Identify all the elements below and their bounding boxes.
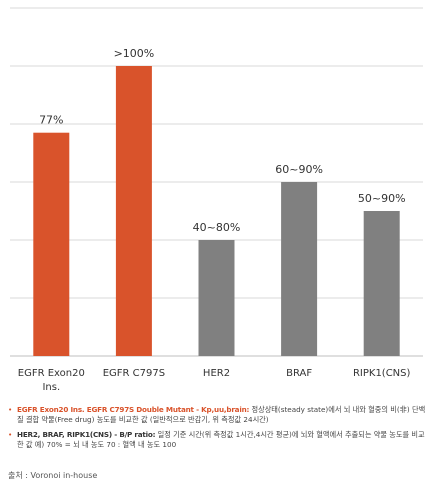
- footnote-bp-ratio: • HER2, BRAF, RIPK1(CNS) - B/P ratio: 일정…: [8, 430, 426, 449]
- source-note: 출처 : Voronoi in-house: [8, 471, 98, 480]
- bullet-icon: •: [8, 430, 13, 440]
- data-label: 77%: [39, 114, 63, 127]
- footnote-egfr: • EGFR Exon20 Ins. EGFR C797S Double Mut…: [8, 405, 426, 424]
- bullet-icon: •: [8, 405, 13, 414]
- category-label: RIPK1(CNS): [353, 368, 411, 379]
- category-label: Ins.: [42, 382, 60, 393]
- bar: [281, 182, 318, 356]
- footnote-key: HER2, BRAF, RIPK1(CNS) - B/P ratio:: [17, 430, 156, 440]
- bar: [363, 211, 400, 356]
- footnote-text: 일정 기준 시간(위 측정값 1시간,4시간 평균)에 뇌와 혈액에서 추출되는…: [17, 430, 425, 450]
- footnote-key: EGFR Exon20 Ins. EGFR C797S Double Mutan…: [17, 405, 250, 414]
- data-label: 50~90%: [358, 192, 406, 205]
- category-label: HER2: [203, 368, 230, 379]
- data-label: 40~80%: [193, 221, 241, 234]
- category-label: BRAF: [286, 368, 312, 379]
- footnotes: • EGFR Exon20 Ins. EGFR C797S Double Mut…: [8, 405, 426, 456]
- bar: [115, 66, 152, 356]
- category-label: EGFR C797S: [103, 368, 165, 379]
- data-label: 60~90%: [275, 163, 323, 176]
- data-label: >100%: [114, 47, 155, 60]
- bar: [33, 132, 70, 356]
- bar: [198, 240, 235, 356]
- footnote-text: 정상상태(steady state)에서 뇌 내와 혈중의 비(非) 단백질 결…: [17, 405, 426, 424]
- bar-chart: 77% EGFR Exon20 Ins. >100% EGFR C797S 40~80% H…: [10, 7, 423, 393]
- category-label: EGFR Exon20: [18, 368, 85, 379]
